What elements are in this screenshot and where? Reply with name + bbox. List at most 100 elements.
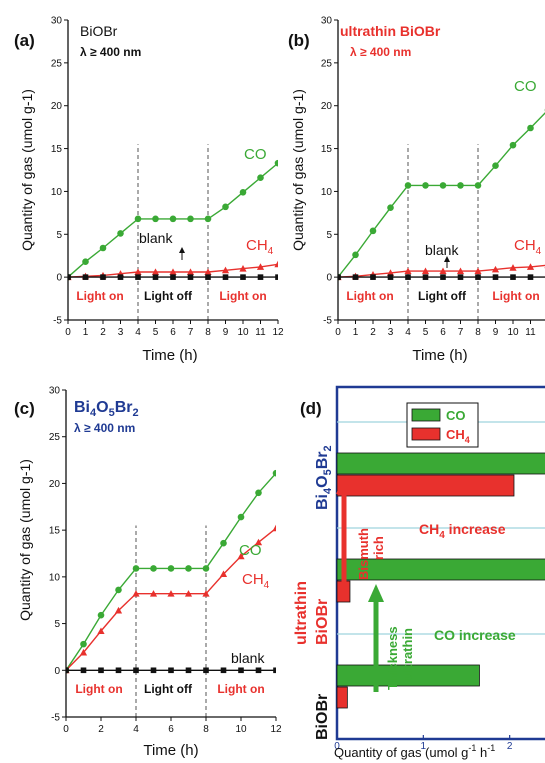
data-point-ch4 — [134, 268, 142, 275]
panel-c-co-label: CO — [239, 542, 262, 559]
x-tick-label: 9 — [223, 327, 229, 338]
data-point-co — [257, 174, 264, 182]
data-point-blank — [475, 274, 481, 280]
data-point-blank — [352, 274, 359, 280]
x-tick-label: 2 — [100, 327, 106, 338]
category-label-bi4o5br2: Bi4O5Br2 — [314, 445, 334, 510]
data-point-co — [204, 215, 212, 223]
data-point-ch4 — [256, 263, 265, 270]
data-point-blank — [275, 274, 278, 280]
data-point-co — [492, 162, 499, 170]
annotation-ch4-increase: CH4 increase — [419, 521, 506, 541]
panel-c-region-1: Light on — [75, 682, 122, 696]
panel-b-region-1: Light on — [346, 289, 393, 303]
bar-ch4 — [336, 686, 348, 709]
data-point-ch4 — [169, 268, 177, 275]
thickness-arrow — [368, 584, 384, 692]
x-tick-label: 11 — [255, 327, 266, 338]
data-point-ch4 — [202, 590, 210, 597]
panel-b-co-label: CO — [514, 78, 537, 95]
x-tick-label: 8 — [203, 724, 209, 735]
x-tick-label: 7 — [188, 327, 194, 338]
panel-c-plot — [66, 469, 276, 717]
x-tick-label: 0 — [65, 327, 71, 338]
data-point-co — [239, 188, 247, 196]
y-tick-label: 20 — [51, 101, 63, 112]
data-point-co — [169, 215, 177, 223]
panel-c-ylabel: Quantity of gas (umol g-1) — [17, 459, 33, 621]
data-point-blank — [220, 667, 227, 674]
panel-a-blank-label: blank — [139, 230, 173, 246]
panel-b-ylabel: Quantity of gas (umol g-1) — [290, 89, 306, 251]
data-point-co — [132, 565, 140, 572]
x-tick-label: 12 — [272, 327, 284, 338]
y-tick-label: 25 — [51, 58, 63, 69]
y-tick-label: 5 — [326, 230, 332, 241]
panel-d-legend: CO CH4 — [406, 402, 479, 448]
y-tick-label: 10 — [49, 572, 61, 583]
data-point-blank — [273, 667, 276, 674]
data-point-co — [255, 489, 262, 497]
data-point-blank — [80, 667, 87, 674]
data-point-blank — [115, 667, 122, 674]
data-point-blank — [457, 274, 464, 280]
panel-d-label: (d) — [300, 399, 322, 418]
annotation-co-increase: CO increase — [434, 627, 516, 643]
panel-a-xlabel: Time (h) — [142, 347, 197, 364]
y-tick-label: 30 — [49, 386, 61, 397]
data-point-blank — [185, 667, 192, 674]
y-tick-label: 0 — [56, 273, 62, 284]
panel-d-bars — [336, 452, 545, 709]
y-tick-label: 15 — [51, 144, 63, 155]
x-tick-label: 1 — [353, 327, 359, 338]
category-label-ultrathin: ultrathin — [293, 581, 310, 645]
x-tick-label: 3 — [388, 327, 394, 338]
panel-d-axis: 0 1 2 — [334, 735, 513, 752]
data-point-co — [99, 244, 107, 252]
panel-b-title: ultrathin BiOBr — [340, 23, 441, 39]
annotation-ultrathin: ultrathin — [400, 628, 415, 680]
data-point-blank — [222, 274, 229, 280]
annotation-bismuth: Bismuth — [356, 528, 371, 580]
panel-c-title: Bi4O5Br2 — [74, 399, 139, 419]
panel-a-co-label: CO — [244, 146, 267, 163]
data-point-co — [404, 182, 412, 189]
annotation-thickness: Thickness — [385, 626, 400, 690]
data-point-ch4 — [167, 590, 175, 597]
x-tick-label: 7 — [458, 327, 464, 338]
panel-b-subtitle: λ ≥ 400 nm — [350, 45, 411, 59]
data-point-blank — [422, 274, 429, 280]
panel-a-region-3: Light on — [219, 289, 266, 303]
y-tick-label: 25 — [321, 58, 333, 69]
data-point-ch4 — [132, 590, 140, 597]
x-tick-label: 0 — [334, 741, 340, 752]
panel-a-blank-arrow — [179, 247, 185, 260]
data-point-co — [117, 230, 124, 237]
panel-a-label: (a) — [14, 31, 35, 50]
panel-a-region-1: Light on — [76, 289, 123, 303]
x-tick-label: 5 — [423, 327, 429, 338]
data-point-co — [220, 539, 227, 547]
legend-swatch-ch4 — [411, 427, 441, 441]
data-point-co — [222, 203, 229, 211]
data-point-blank — [150, 667, 157, 674]
data-point-ch4 — [151, 268, 160, 275]
data-point-blank — [405, 274, 411, 280]
data-point-ch4 — [184, 590, 193, 597]
y-tick-label: 5 — [54, 619, 60, 630]
data-point-ch4 — [456, 267, 465, 275]
y-tick-label: 25 — [49, 432, 61, 443]
panel-b-region-2: Light off — [418, 289, 467, 303]
data-point-co — [167, 565, 175, 572]
data-point-co — [369, 227, 377, 235]
data-point-blank — [66, 667, 69, 674]
x-tick-label: 12 — [270, 724, 282, 735]
y-tick-label: 20 — [49, 479, 61, 490]
data-point-blank — [238, 667, 244, 674]
data-point-co — [187, 215, 194, 223]
